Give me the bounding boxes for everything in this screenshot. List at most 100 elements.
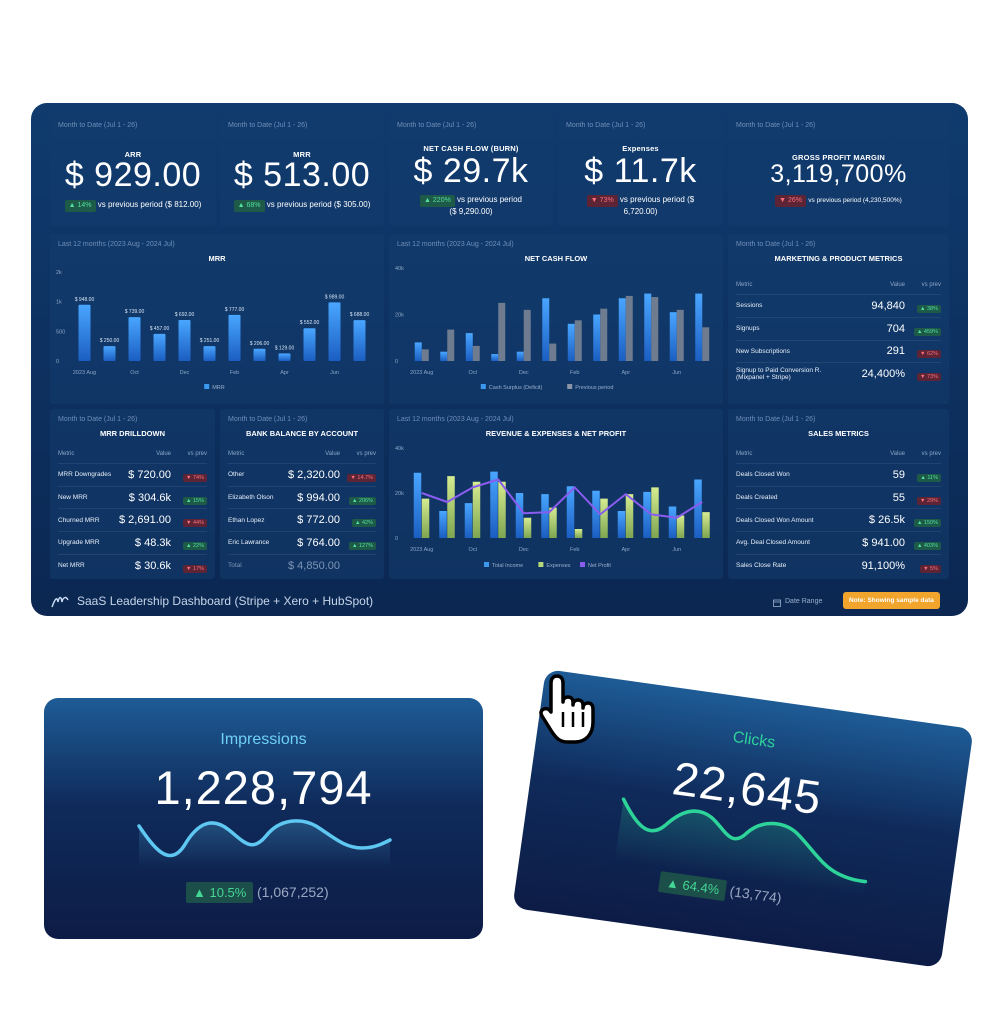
- bar-previous-period[interactable]: [421, 349, 429, 361]
- legend-label: MRR: [212, 385, 225, 391]
- bar-cash-surplus[interactable]: [516, 351, 524, 361]
- bar-cash-surplus[interactable]: [567, 323, 575, 361]
- clicks-sparkline: [614, 797, 868, 896]
- bar-cash-surplus[interactable]: [491, 354, 499, 361]
- bar[interactable]: [203, 346, 216, 361]
- x-tick-label: Oct: [468, 370, 477, 376]
- kpi-title: Expenses: [622, 144, 659, 153]
- bar-previous-period[interactable]: [523, 309, 531, 361]
- bar[interactable]: [228, 314, 241, 361]
- metric-change: ▲ 459%: [911, 320, 941, 338]
- bar-total-income[interactable]: [617, 511, 626, 538]
- bar-previous-period[interactable]: [472, 345, 480, 361]
- bar-total-income[interactable]: [515, 493, 524, 538]
- bar-cash-surplus[interactable]: [440, 351, 448, 361]
- bar-cash-surplus[interactable]: [465, 333, 473, 361]
- dashboard-title: SaaS Leadership Dashboard (Stripe + Xero…: [77, 594, 374, 608]
- impressions-sparkline: [137, 819, 392, 868]
- bar[interactable]: [353, 320, 366, 361]
- bar-expenses[interactable]: [574, 529, 583, 538]
- net-profit-line[interactable]: [421, 478, 703, 519]
- bar-total-income[interactable]: [566, 486, 575, 538]
- metric-value: $ 48.3k: [134, 536, 171, 549]
- bar-expenses[interactable]: [421, 498, 430, 538]
- bar[interactable]: [253, 348, 266, 361]
- change-value: 206%: [358, 497, 373, 504]
- kpi-card: Month to Date (Jul 1 - 26) ARR $ 929.00 …: [50, 115, 216, 226]
- x-tick-label: Jun: [672, 370, 681, 376]
- bar-total-income[interactable]: [643, 491, 651, 538]
- bar-previous-period[interactable]: [600, 308, 608, 361]
- databox-logo-icon: [51, 596, 69, 608]
- bar-cash-surplus[interactable]: [644, 293, 652, 361]
- bar-expenses[interactable]: [651, 487, 659, 538]
- bar[interactable]: [103, 346, 116, 361]
- bar-previous-period[interactable]: [625, 295, 633, 361]
- bar-total-income[interactable]: [541, 494, 549, 538]
- period-label: Month to Date (Jul 1 - 26): [736, 122, 816, 129]
- bar[interactable]: [178, 319, 191, 361]
- bar-cash-surplus[interactable]: [542, 298, 550, 361]
- bar-expenses[interactable]: [625, 494, 634, 538]
- bar[interactable]: [328, 302, 341, 361]
- bar-cash-surplus[interactable]: [695, 293, 703, 361]
- bar-cash-surplus[interactable]: [618, 298, 626, 361]
- bar-previous-period[interactable]: [447, 329, 455, 361]
- delta-value: 26%: [788, 197, 803, 204]
- x-tick-label: 2023 Aug: [73, 370, 96, 376]
- date-range-button[interactable]: Date Range: [785, 598, 823, 605]
- change-value: 44%: [192, 520, 204, 527]
- bar-total-income[interactable]: [668, 506, 677, 539]
- legend-swatch: [204, 384, 210, 389]
- bar-cash-surplus[interactable]: [593, 314, 601, 362]
- legend-swatch: [580, 562, 585, 567]
- bar-cash-surplus[interactable]: [669, 312, 677, 361]
- delta-value: 14%: [77, 202, 92, 209]
- bar[interactable]: [278, 353, 291, 361]
- calendar-icon[interactable]: [773, 599, 781, 607]
- metric-name: New Subscriptions: [736, 347, 790, 355]
- metric-name: Eric Lawrance: [228, 539, 270, 547]
- bar-expenses[interactable]: [498, 481, 506, 538]
- table-row: Signups 704 ▲ 459%: [736, 316, 941, 340]
- change-badge: ▲ 42%: [352, 519, 376, 528]
- period-label: Month to Date (Jul 1 - 26): [228, 122, 308, 129]
- table-row: Other $ 2,320.00 ▼ 14.7%: [228, 463, 376, 486]
- dashboard-footer: SaaS Leadership Dashboard (Stripe + Xero…: [31, 586, 968, 616]
- bar-previous-period[interactable]: [676, 309, 684, 361]
- bar-total-income[interactable]: [694, 479, 702, 539]
- bar-cash-surplus[interactable]: [414, 342, 422, 361]
- bar[interactable]: [303, 328, 316, 361]
- bar-previous-period[interactable]: [574, 320, 582, 361]
- bar[interactable]: [128, 317, 141, 361]
- impressions-tile: Impressions 1,228,794 ▲ 10.5% (1,067,252…: [44, 698, 483, 939]
- bar-expenses[interactable]: [676, 515, 685, 539]
- bar-previous-period[interactable]: [498, 302, 506, 361]
- bar-total-income[interactable]: [413, 472, 422, 538]
- bar-expenses[interactable]: [702, 512, 710, 538]
- y-tick-label: 40k: [395, 266, 404, 272]
- bar-previous-period[interactable]: [702, 327, 710, 361]
- bar-total-income[interactable]: [490, 471, 498, 538]
- metric-value: 704: [886, 322, 905, 335]
- data-label: $ 948.00: [75, 297, 95, 303]
- bar-total-income[interactable]: [592, 490, 600, 538]
- x-tick-label: 2023 Aug: [410, 370, 433, 376]
- bar-total-income[interactable]: [439, 511, 447, 538]
- legend-label: Cash Surplus (Deficit): [489, 385, 543, 391]
- bar-previous-period[interactable]: [651, 297, 659, 361]
- bar-expenses[interactable]: [447, 476, 455, 538]
- bar-expenses[interactable]: [549, 507, 557, 538]
- bar-total-income[interactable]: [464, 503, 473, 538]
- bar-expenses[interactable]: [523, 517, 532, 538]
- metric-change: ▼ 62%: [911, 342, 941, 360]
- change-value: 403%: [923, 542, 938, 549]
- bar[interactable]: [153, 333, 166, 361]
- metric-name: Upgrade MRR: [58, 539, 100, 547]
- chart-title: NET CASH FLOW: [524, 254, 588, 263]
- metric-name: Ethan Lopez: [228, 516, 265, 524]
- bar-expenses[interactable]: [472, 481, 481, 538]
- bar[interactable]: [78, 304, 91, 361]
- bar-previous-period[interactable]: [549, 343, 557, 361]
- bar-expenses[interactable]: [600, 498, 608, 538]
